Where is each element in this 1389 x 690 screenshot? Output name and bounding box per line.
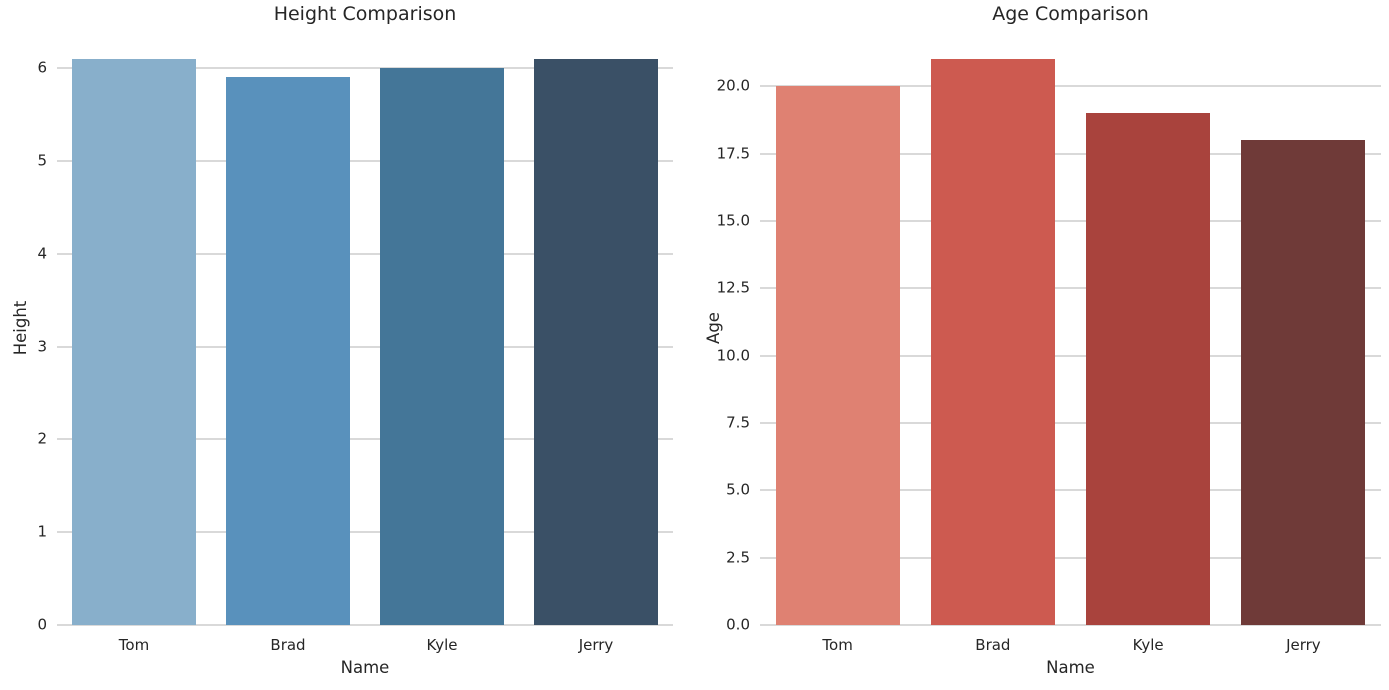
gridline xyxy=(57,531,673,534)
bars xyxy=(760,31,1381,625)
x-axis-label: Name xyxy=(340,658,390,677)
y-tick-label: 0 xyxy=(37,615,47,634)
y-tick-label: 2 xyxy=(37,429,47,448)
gridline xyxy=(760,556,1381,559)
y-tick-label: 2.5 xyxy=(726,548,750,567)
x-tick-label: Kyle xyxy=(1132,636,1164,654)
gridline xyxy=(57,67,673,70)
bar-kyle xyxy=(1086,113,1211,625)
y-tick-label: 15.0 xyxy=(716,211,750,230)
bar-slot xyxy=(1226,31,1381,625)
x-tick-label: Brad xyxy=(975,636,1011,654)
y-tick-label: 7.5 xyxy=(726,413,750,432)
y-tick-label: 3 xyxy=(37,337,47,356)
gridline xyxy=(760,85,1381,88)
x-tick-labels: Tom Brad Kyle Jerry xyxy=(57,625,673,654)
gridline xyxy=(760,219,1381,222)
gridline xyxy=(57,624,673,626)
bar-slot xyxy=(915,31,1070,625)
gridline xyxy=(760,287,1381,290)
y-tick-label: 5.0 xyxy=(726,480,750,499)
y-axis-label: Height xyxy=(11,300,30,356)
x-tick-label: Tom xyxy=(822,636,853,654)
x-tick-label: Jerry xyxy=(578,636,614,654)
gridline xyxy=(760,354,1381,357)
bar-slot xyxy=(519,31,673,625)
x-tick-label: Tom xyxy=(118,636,150,654)
plot-area: 0 1 2 3 4 5 6 xyxy=(37,31,673,632)
plot-area: 0.0 2.5 5.0 7.5 10.0 12.5 15.0 17.5 20.0 xyxy=(717,31,1381,632)
gridline xyxy=(57,252,673,255)
bar-tom xyxy=(72,58,196,625)
chart-age-comparison: Age Comparison Age 0.0 2.5 5.0 7.5 10.0 12.5 1… xyxy=(704,3,1381,677)
bars xyxy=(57,31,673,625)
y-axis-label: Age xyxy=(704,312,723,344)
bar-jerry xyxy=(534,58,658,625)
bar-slot xyxy=(1071,31,1226,625)
bar-slot xyxy=(760,31,915,625)
bar-kyle xyxy=(380,68,504,625)
x-axis-label: Name xyxy=(1046,658,1095,677)
y-tick-label: 6 xyxy=(37,58,47,77)
y-tick-label: 5 xyxy=(37,151,47,170)
bar-brad xyxy=(226,77,350,625)
bar-slot xyxy=(211,31,365,625)
y-tick-label: 20.0 xyxy=(716,76,750,95)
chart-height-comparison: Height Comparison Height 0 1 2 3 4 5 6 Tom Brad… xyxy=(11,3,673,677)
bar-tom xyxy=(775,86,900,625)
gridline xyxy=(760,489,1381,492)
chart-title: Age Comparison xyxy=(992,3,1149,25)
chart-title: Height Comparison xyxy=(273,3,457,25)
bar-slot xyxy=(57,31,211,625)
x-tick-label: Kyle xyxy=(426,636,458,654)
gridline xyxy=(57,438,673,441)
gridline xyxy=(760,421,1381,424)
gridline xyxy=(760,624,1381,626)
gridline xyxy=(57,345,673,348)
y-tick-label: 4 xyxy=(37,244,47,263)
y-tick-label: 12.5 xyxy=(716,278,750,297)
y-tick-label: 10.0 xyxy=(716,346,750,365)
bar-slot xyxy=(365,31,519,625)
gridline xyxy=(57,159,673,162)
y-tick-label: 17.5 xyxy=(716,144,750,163)
x-tick-labels: Tom Brad Kyle Jerry xyxy=(760,625,1381,654)
bar-jerry xyxy=(1241,140,1366,625)
gridline xyxy=(760,152,1381,155)
y-tick-label: 0.0 xyxy=(726,615,750,634)
y-tick-label: 1 xyxy=(37,522,47,541)
bar-brad xyxy=(930,59,1055,625)
x-tick-label: Jerry xyxy=(1286,636,1321,654)
x-tick-label: Brad xyxy=(270,636,306,654)
